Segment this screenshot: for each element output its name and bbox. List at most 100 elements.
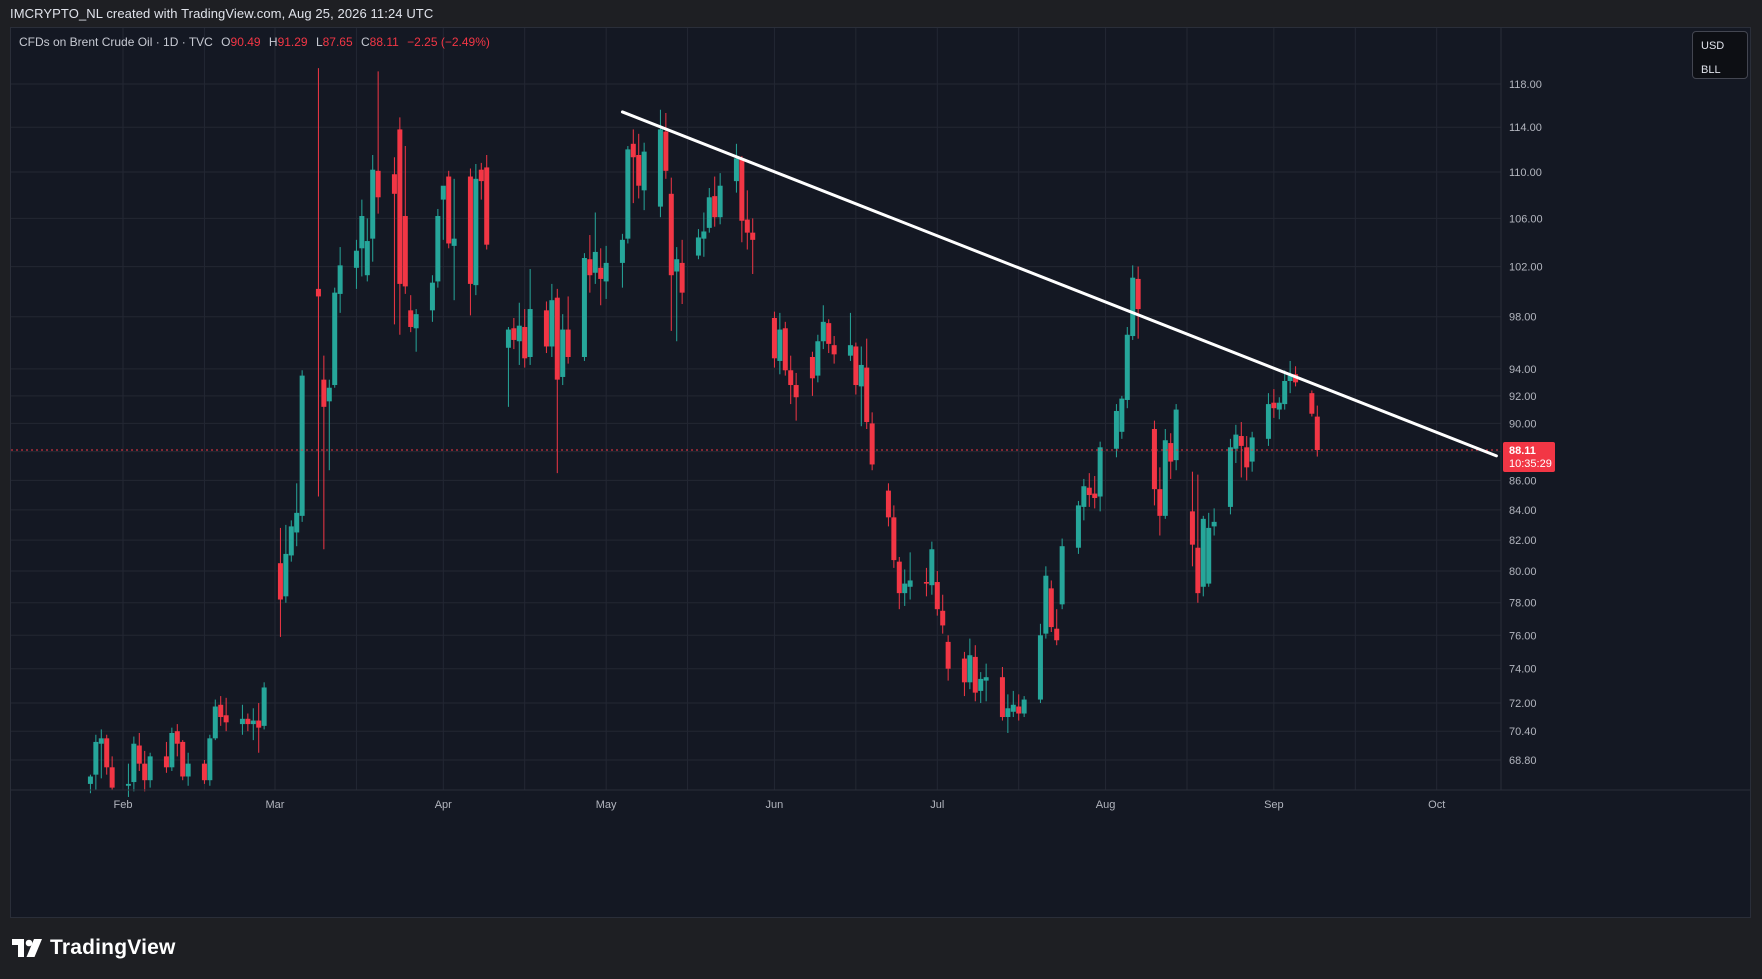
candle[interactable] [663, 113, 669, 179]
candle[interactable] [581, 253, 587, 361]
candle[interactable] [809, 351, 815, 396]
candle[interactable] [180, 740, 186, 781]
candle[interactable] [777, 312, 783, 375]
candle[interactable] [793, 372, 799, 421]
candle[interactable] [212, 699, 218, 741]
candle[interactable] [1189, 471, 1195, 567]
candle[interactable] [326, 379, 332, 471]
tradingview-logo[interactable]: TradingView [12, 934, 176, 962]
candle[interactable] [1021, 696, 1027, 718]
candle[interactable] [147, 752, 153, 788]
candle[interactable] [408, 295, 414, 333]
candle[interactable] [641, 142, 647, 211]
candle[interactable] [218, 696, 224, 726]
candle[interactable] [337, 247, 343, 313]
candle[interactable] [223, 697, 229, 732]
candle[interactable] [934, 571, 940, 616]
candle[interactable] [972, 645, 978, 702]
candle[interactable] [625, 146, 631, 244]
candle[interactable] [473, 164, 479, 296]
candle[interactable] [706, 188, 712, 233]
candle[interactable] [185, 752, 191, 786]
candle[interactable] [1287, 360, 1293, 394]
candle[interactable] [999, 667, 1005, 721]
candle[interactable] [1309, 390, 1315, 417]
candle[interactable] [983, 663, 989, 702]
candle[interactable] [142, 750, 148, 792]
currency-unit-box[interactable]: USD BLL [1692, 31, 1748, 79]
candle[interactable] [451, 178, 457, 301]
candle[interactable] [1119, 395, 1125, 439]
candle[interactable] [695, 229, 701, 260]
candle[interactable] [674, 247, 680, 342]
candle[interactable] [739, 156, 745, 243]
candle[interactable] [256, 703, 262, 753]
candle[interactable] [527, 269, 533, 365]
candle[interactable] [679, 239, 685, 304]
candle[interactable] [397, 117, 403, 335]
candle[interactable] [592, 212, 598, 284]
candle[interactable] [1081, 478, 1087, 521]
candle[interactable] [429, 275, 435, 322]
candle[interactable] [277, 527, 283, 637]
candle[interactable] [201, 760, 207, 784]
candle[interactable] [771, 311, 777, 368]
candle[interactable] [1130, 265, 1136, 340]
candle[interactable] [543, 301, 549, 354]
candle[interactable] [294, 483, 300, 547]
candle[interactable] [1233, 424, 1239, 464]
candle[interactable] [1005, 694, 1011, 733]
candle[interactable] [484, 154, 490, 250]
candle[interactable] [636, 133, 642, 199]
candle[interactable] [1048, 580, 1054, 632]
candle[interactable] [896, 556, 902, 610]
candle[interactable] [435, 208, 441, 288]
candle[interactable] [1043, 566, 1049, 639]
candle[interactable] [891, 505, 897, 568]
candle[interactable] [1271, 389, 1277, 418]
candle[interactable] [505, 326, 511, 407]
candle[interactable] [359, 199, 365, 277]
candle[interactable] [603, 245, 609, 299]
candle[interactable] [1211, 508, 1217, 536]
candle[interactable] [1249, 431, 1255, 472]
candle[interactable] [619, 233, 625, 288]
candle[interactable] [1054, 609, 1060, 646]
candle[interactable] [1135, 266, 1141, 339]
candle[interactable] [93, 734, 99, 790]
candle[interactable] [864, 338, 870, 430]
candle[interactable] [587, 235, 593, 293]
candle[interactable] [1244, 436, 1250, 481]
candle[interactable] [1265, 393, 1271, 446]
candle[interactable] [885, 483, 891, 527]
candle[interactable] [554, 288, 560, 474]
candle[interactable] [125, 763, 131, 797]
candle[interactable] [315, 68, 321, 497]
candle[interactable] [782, 321, 788, 376]
candle[interactable] [1173, 404, 1179, 471]
candle[interactable] [402, 146, 408, 294]
candle[interactable] [1227, 438, 1233, 515]
candle[interactable] [1086, 473, 1092, 507]
candle[interactable] [1037, 623, 1043, 704]
candle[interactable] [565, 296, 571, 364]
candle[interactable] [1075, 500, 1081, 554]
candle[interactable] [750, 218, 756, 274]
symbol-name[interactable]: CFDs on Brent Crude Oil · 1D · TVC [19, 35, 213, 49]
candle[interactable] [261, 682, 267, 730]
candle[interactable] [364, 218, 370, 282]
candle[interactable] [1124, 326, 1130, 409]
candle[interactable] [549, 283, 555, 357]
candle[interactable] [440, 185, 446, 240]
candle[interactable] [831, 336, 837, 364]
candle[interactable] [288, 520, 294, 562]
candlestick-chart[interactable]: 68.80 70.40 72.00 74.00 76.00 78.00 80.00 82.00… [11, 28, 1750, 917]
candle[interactable] [109, 756, 115, 790]
candle[interactable] [1010, 690, 1016, 718]
candle[interactable] [847, 312, 853, 361]
candle[interactable] [1113, 404, 1119, 458]
candle[interactable] [858, 346, 864, 427]
candle[interactable] [1195, 474, 1201, 603]
candle[interactable] [207, 734, 213, 786]
candle[interactable] [733, 143, 739, 193]
